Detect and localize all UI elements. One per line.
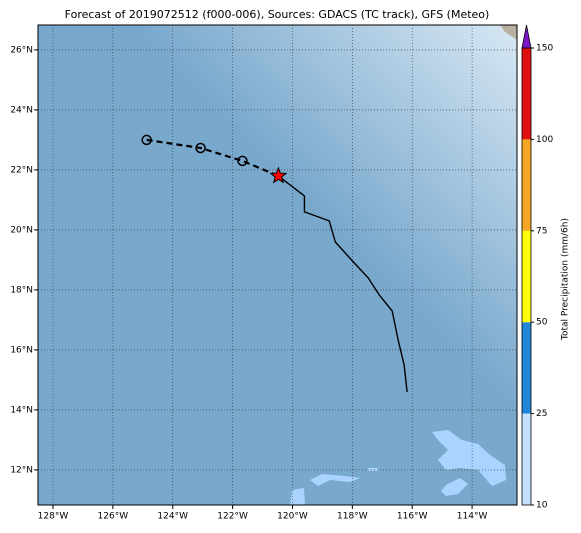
x-tick-label: 118°W xyxy=(337,512,368,522)
colorbar-label: Total Precipitation (mm/6h) xyxy=(561,218,571,341)
x-tick-label: 120°W xyxy=(277,512,308,522)
colorbar-tick-label: 100 xyxy=(536,135,553,145)
y-tick-label: 22°N xyxy=(10,165,33,175)
current-position xyxy=(269,166,288,184)
x-tick-label: 126°W xyxy=(98,512,129,522)
past-position xyxy=(141,134,152,146)
x-tick-label: 116°W xyxy=(397,512,428,522)
colorbar-band xyxy=(522,413,531,505)
colorbar-band xyxy=(522,322,531,414)
colorbar-tick-label: 50 xyxy=(536,318,548,328)
y-tick-label: 18°N xyxy=(10,285,33,295)
colorbar-tick-label: 150 xyxy=(536,44,553,54)
colorbar-extend xyxy=(521,24,532,49)
x-tick-label: 122°W xyxy=(217,512,248,522)
x-tick-label: 128°W xyxy=(38,512,69,522)
forecast-track xyxy=(277,175,408,392)
y-tick-label: 12°N xyxy=(10,465,33,475)
x-tick-label: 124°W xyxy=(157,512,188,522)
colorbar-frame xyxy=(521,47,532,506)
colorbar-tick-label: 25 xyxy=(536,409,547,419)
colorbar-band xyxy=(522,230,531,323)
y-tick-label: 24°N xyxy=(10,105,33,115)
map-frame xyxy=(37,24,518,506)
y-tick-label: 14°N xyxy=(10,405,33,415)
colorbar-band xyxy=(522,139,531,231)
land xyxy=(500,25,517,40)
islands xyxy=(290,430,506,505)
past-position xyxy=(237,155,248,167)
colorbar-tick-label: 10 xyxy=(536,501,548,511)
y-tick-label: 16°N xyxy=(10,345,33,355)
past-position xyxy=(195,142,206,154)
y-tick-label: 20°N xyxy=(10,225,33,235)
colorbar-band xyxy=(522,48,531,140)
x-tick-label: 114°W xyxy=(457,512,488,522)
colorbar-tick-label: 75 xyxy=(536,226,547,236)
chart-title: Forecast of 2019072512 (f000-006), Sourc… xyxy=(65,8,490,21)
y-tick-label: 26°N xyxy=(10,45,33,55)
ocean xyxy=(38,25,517,505)
